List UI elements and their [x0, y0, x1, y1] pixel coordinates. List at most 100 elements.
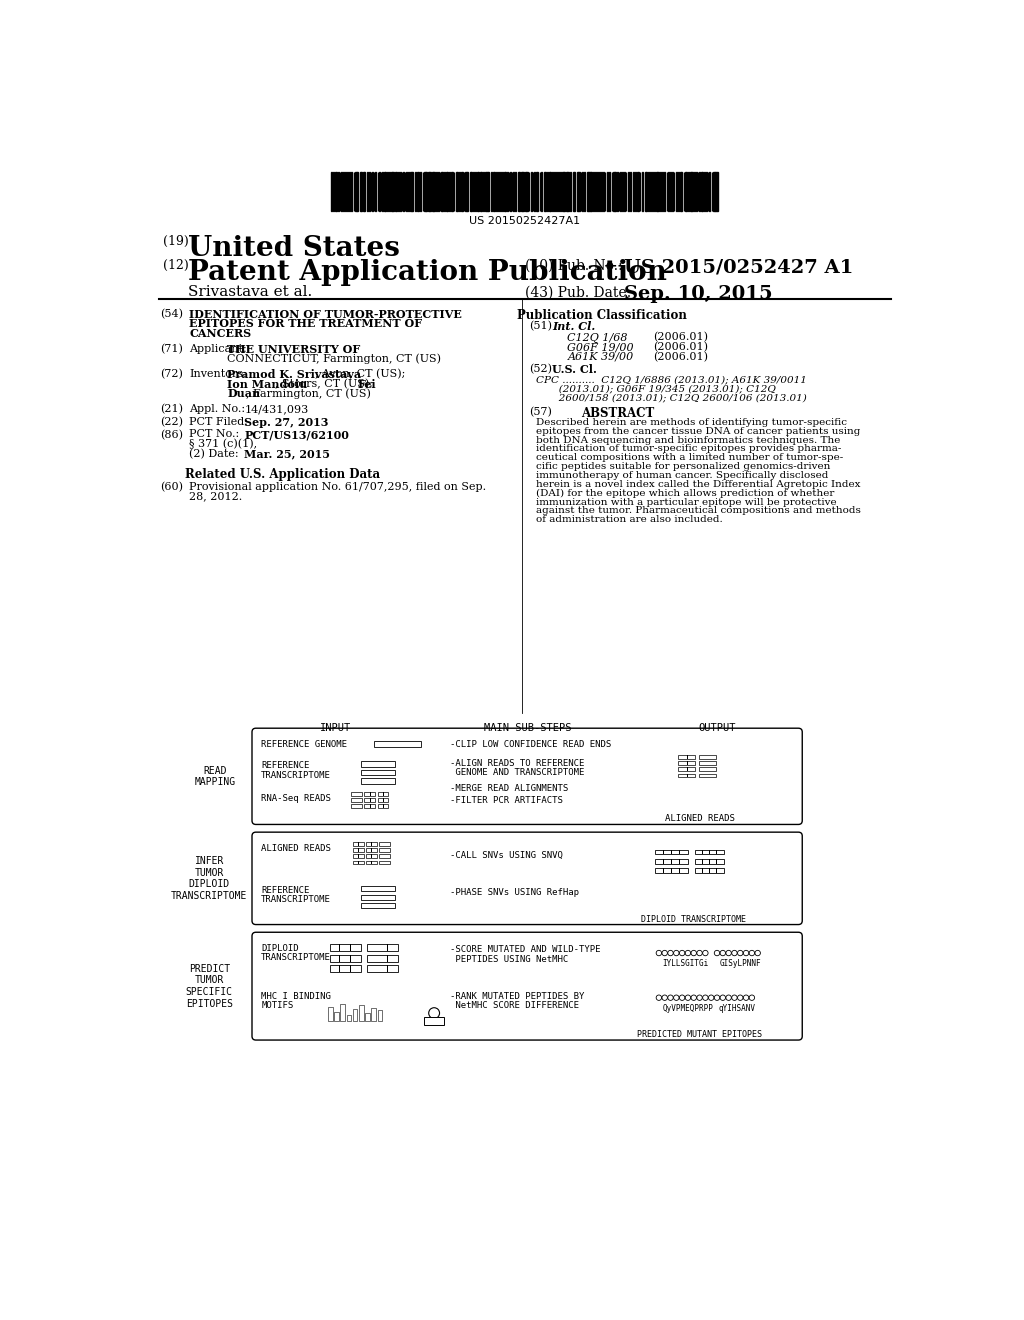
Text: Applicant:: Applicant: [189, 343, 247, 354]
Bar [441, 172, 442, 211]
Bar [659, 172, 662, 211]
Text: INFER
TUMOR
DIPLOID
TRANSCRIPTOME: INFER TUMOR DIPLOID TRANSCRIPTOME [171, 855, 248, 900]
Bar [678, 767, 695, 771]
Text: Sep. 10, 2015: Sep. 10, 2015 [624, 285, 773, 304]
Bar [502, 172, 503, 211]
Text: (54): (54) [161, 309, 183, 319]
Bar [695, 859, 724, 863]
Bar [351, 792, 362, 796]
Bar [485, 172, 487, 211]
Text: DIPLOID: DIPLOID [261, 944, 299, 953]
Bar [613, 172, 614, 211]
Bar [351, 804, 362, 808]
Text: (52): (52) [528, 364, 552, 375]
Bar [465, 172, 467, 211]
Bar [415, 172, 417, 211]
Bar [569, 172, 571, 211]
Text: § 371 (c)(1),: § 371 (c)(1), [189, 440, 257, 449]
Bar [330, 944, 360, 950]
Bar [379, 861, 390, 865]
Bar [379, 849, 390, 853]
Bar [522, 172, 524, 211]
FancyBboxPatch shape [252, 729, 802, 825]
Bar [366, 1014, 370, 1020]
Text: (DAI) for the epitope which allows prediction of whether: (DAI) for the epitope which allows predi… [537, 488, 835, 498]
Text: GISyLPNNF: GISyLPNNF [720, 960, 761, 968]
Text: -CLIP LOW CONFIDENCE READ ENDS: -CLIP LOW CONFIDENCE READ ENDS [450, 739, 611, 748]
Text: ABSTRACT: ABSTRACT [582, 407, 654, 420]
Bar [360, 762, 395, 767]
Text: QyVPMEQPRPP: QyVPMEQPRPP [663, 1003, 714, 1012]
Bar [579, 172, 580, 211]
Bar [352, 849, 364, 853]
Bar [360, 895, 395, 900]
Bar [378, 799, 388, 803]
Text: Publication Classification: Publication Classification [517, 309, 687, 322]
Bar [366, 861, 377, 865]
Text: , Avon, CT (US);: , Avon, CT (US); [314, 370, 406, 379]
Text: TRANSCRIPTOME: TRANSCRIPTOME [261, 953, 331, 962]
Bar [360, 886, 395, 891]
Text: PCT/US13/62100: PCT/US13/62100 [245, 429, 349, 441]
Text: (19): (19) [163, 235, 188, 248]
Text: PEPTIDES USING NetMHC: PEPTIDES USING NetMHC [450, 954, 568, 964]
Bar [536, 172, 538, 211]
Bar [429, 172, 431, 211]
Bar [544, 172, 546, 211]
Bar [379, 842, 390, 846]
Bar [367, 172, 369, 211]
Bar [547, 172, 548, 211]
Text: (2) Date:: (2) Date: [189, 449, 239, 459]
Bar [473, 172, 474, 211]
Text: A61K 39/00: A61K 39/00 [567, 351, 634, 362]
Bar [410, 172, 412, 211]
Text: (22): (22) [161, 417, 183, 428]
Bar [424, 1016, 444, 1024]
Text: Duan: Duan [227, 388, 260, 399]
Bar [330, 965, 360, 973]
Text: MAIN SUB-STEPS: MAIN SUB-STEPS [484, 723, 571, 733]
Text: -PHASE SNVs USING RefHap: -PHASE SNVs USING RefHap [450, 888, 579, 898]
Text: (2006.01): (2006.01) [652, 333, 708, 343]
Bar [352, 1010, 357, 1020]
Bar [340, 1003, 345, 1020]
Text: PCT No.:: PCT No.: [189, 429, 240, 440]
Bar [417, 172, 419, 211]
Text: (51): (51) [528, 321, 552, 331]
Bar [378, 1010, 382, 1020]
Bar [330, 954, 360, 961]
Bar [433, 172, 435, 211]
Bar [355, 172, 356, 211]
Text: REFERENCE: REFERENCE [261, 762, 309, 771]
Bar [359, 1006, 364, 1020]
Bar [685, 172, 687, 211]
Bar [670, 172, 672, 211]
Bar [372, 1008, 376, 1020]
Bar [367, 954, 397, 961]
Text: (2013.01); G06F 19/345 (2013.01); C12Q: (2013.01); G06F 19/345 (2013.01); C12Q [537, 384, 776, 393]
Text: CPC ..........  C12Q 1/6886 (2013.01); A61K 39/0011: CPC .......... C12Q 1/6886 (2013.01); A6… [537, 376, 807, 384]
Text: C12Q 1/68: C12Q 1/68 [567, 333, 628, 342]
Bar [699, 774, 716, 777]
Bar [655, 850, 687, 854]
Text: CANCERS: CANCERS [189, 327, 251, 339]
Bar [490, 172, 493, 211]
Text: OUTPUT: OUTPUT [698, 723, 736, 733]
Text: CONNECTICUT, Farmington, CT (US): CONNECTICUT, Farmington, CT (US) [227, 354, 441, 364]
Text: US 2015/0252427 A1: US 2015/0252427 A1 [624, 259, 853, 276]
Text: EPITOPES FOR THE TREATMENT OF: EPITOPES FOR THE TREATMENT OF [189, 318, 422, 329]
Text: (60): (60) [161, 482, 183, 492]
Text: READ
MAPPING: READ MAPPING [195, 766, 236, 787]
Bar [562, 172, 563, 211]
Text: 14/431,093: 14/431,093 [245, 404, 308, 414]
Bar [365, 792, 375, 796]
Text: -MERGE READ ALIGNMENTS: -MERGE READ ALIGNMENTS [450, 784, 568, 793]
Bar [378, 792, 388, 796]
Bar [695, 850, 724, 854]
Text: ALIGNED READS: ALIGNED READS [261, 843, 331, 853]
Bar [360, 779, 395, 784]
Text: Patent Application Publication: Patent Application Publication [188, 259, 668, 285]
Text: REFERENCE GENOME: REFERENCE GENOME [261, 739, 347, 748]
Text: Ion Mandoiu: Ion Mandoiu [227, 379, 307, 389]
Bar [360, 903, 395, 908]
